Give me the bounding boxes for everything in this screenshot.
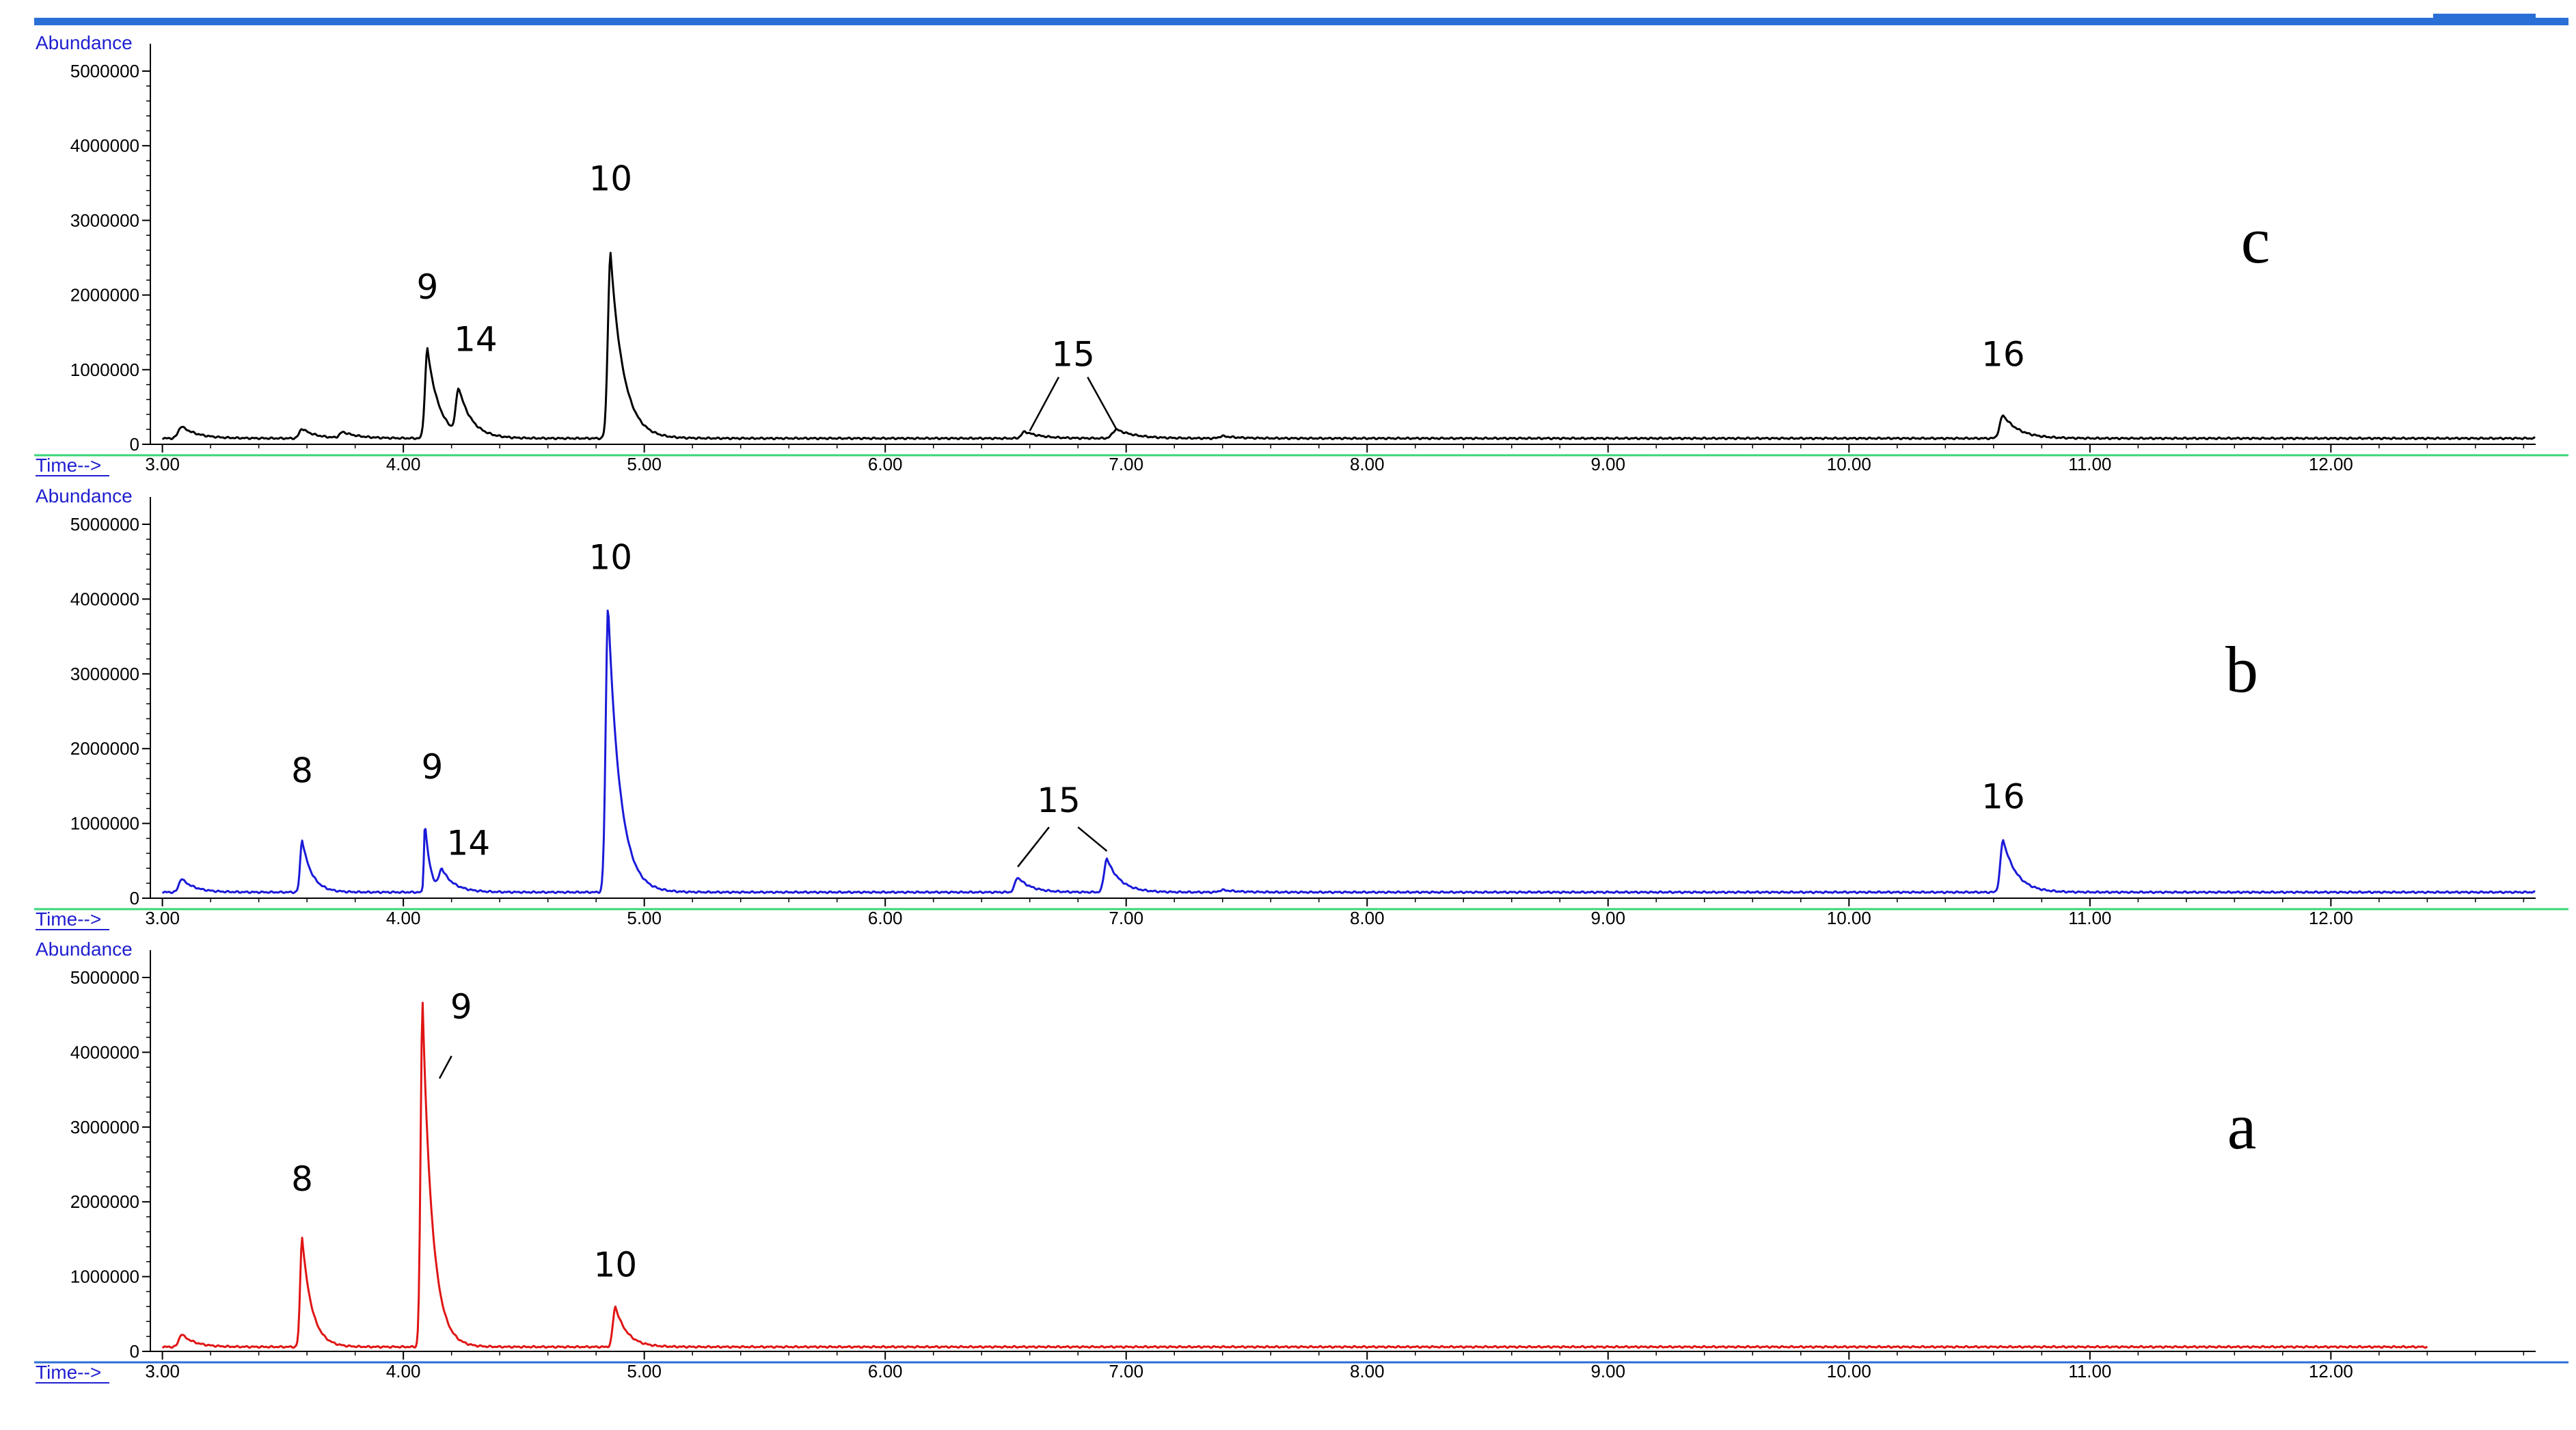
y-tick-label: 4000000 [70, 1042, 139, 1062]
x-tick-label: 7.00 [1109, 454, 1143, 474]
y-tick-label: 0 [130, 888, 139, 908]
x-axis-title: Time--> [36, 455, 101, 476]
x-tick-label: 10.00 [1827, 908, 1871, 928]
y-tick-label: 1000000 [70, 813, 139, 834]
x-tick-label: 9.00 [1590, 1361, 1625, 1381]
peak-label: 8 [291, 751, 313, 790]
peak-label: 10 [594, 1245, 638, 1285]
panel-letter: c [2241, 204, 2270, 277]
peak-label: 14 [454, 320, 498, 360]
leader-line [438, 1055, 452, 1079]
x-tick-label: 8.00 [1350, 454, 1385, 474]
window-top-bar [34, 18, 2568, 25]
x-tick-label: 6.00 [868, 454, 903, 474]
x-tick-label: 5.00 [627, 454, 662, 474]
peak-label: 16 [1981, 777, 2025, 817]
panel-letter: b [2225, 633, 2258, 706]
x-tick-label: 3.00 [145, 1361, 180, 1381]
x-tick-label: 8.00 [1350, 1361, 1385, 1381]
x-axis-title: Time--> [36, 1362, 101, 1383]
y-tick-label: 2000000 [70, 1191, 139, 1212]
peak-label: 9 [450, 987, 472, 1027]
peak-label: 15 [1037, 781, 1081, 820]
x-axis-title: Time--> [36, 908, 101, 930]
y-tick-label: 5000000 [70, 514, 139, 535]
peak-label: 15 [1051, 334, 1095, 374]
y-tick-label: 4000000 [70, 135, 139, 156]
x-tick-label: 12.00 [2309, 1361, 2353, 1381]
x-tick-label: 11.00 [2068, 454, 2111, 474]
chromatogram-panel-c: Abundance 0 1000000 2000000 3000000 4000000 50… [34, 32, 2568, 476]
peak-label: 8 [291, 1159, 313, 1199]
peak-label: 16 [1981, 334, 2025, 374]
x-tick-label: 3.00 [145, 908, 180, 928]
x-tick-label: 7.00 [1109, 1361, 1143, 1381]
y-tick-label: 4000000 [70, 589, 139, 609]
x-tick-label: 9.00 [1590, 454, 1625, 474]
chromatogram-trace-b [161, 609, 2536, 895]
x-tick-label: 6.00 [868, 1361, 903, 1381]
panel-letter: a [2227, 1090, 2257, 1163]
chromatogram-panel-a: Abundance 0 1000000 2000000 3000000 4000000 50… [34, 939, 2568, 1384]
x-tick-label: 10.00 [1827, 454, 1871, 474]
x-tick-label: 4.00 [386, 1361, 421, 1381]
x-tick-label: 4.00 [386, 454, 421, 474]
peak-label: 10 [589, 538, 633, 578]
chromatogram-panel-b: Abundance 0 1000000 2000000 3000000 4000000 50… [34, 485, 2568, 930]
x-tick-label: 3.00 [145, 454, 180, 474]
y-tick-label: 3000000 [70, 664, 139, 684]
leader-line [1017, 826, 1050, 867]
y-axis-title: Abundance [36, 32, 133, 53]
x-tick-label: 12.00 [2309, 908, 2353, 928]
x-tick-label: 7.00 [1109, 908, 1143, 928]
chromatogram-trace-a [161, 1001, 2428, 1349]
x-tick-label: 12.00 [2309, 454, 2353, 474]
peak-label: 10 [589, 159, 633, 199]
x-tick-label: 5.00 [627, 1361, 662, 1381]
window-top-bar-accent [2433, 14, 2536, 18]
peak-label: 9 [416, 267, 438, 307]
y-tick-label: 2000000 [70, 738, 139, 759]
x-tick-label: 8.00 [1350, 908, 1385, 928]
leader-line [1077, 826, 1108, 852]
y-tick-label: 3000000 [70, 1117, 139, 1137]
chromatogram-trace-c [161, 252, 2536, 441]
x-tick-label: 9.00 [1590, 908, 1625, 928]
y-tick-label: 5000000 [70, 967, 139, 988]
y-tick-label: 1000000 [70, 360, 139, 380]
leader-line [1029, 377, 1060, 431]
y-tick-label: 3000000 [70, 210, 139, 230]
x-tick-label: 11.00 [2068, 908, 2111, 928]
y-tick-label: 1000000 [70, 1267, 139, 1287]
y-axis-title: Abundance [36, 485, 133, 507]
y-tick-label: 2000000 [70, 285, 139, 306]
y-axis-title: Abundance [36, 939, 133, 960]
x-tick-label: 6.00 [868, 908, 903, 928]
x-tick-label: 5.00 [627, 908, 662, 928]
y-tick-label: 5000000 [70, 61, 139, 81]
leader-line [1087, 377, 1117, 430]
x-tick-label: 4.00 [386, 908, 421, 928]
peak-label: 14 [447, 824, 491, 863]
y-tick-label: 0 [130, 1341, 139, 1362]
y-tick-label: 0 [130, 434, 139, 455]
x-tick-label: 11.00 [2068, 1361, 2111, 1381]
peak-label: 9 [422, 747, 444, 787]
x-tick-label: 10.00 [1827, 1361, 1871, 1381]
